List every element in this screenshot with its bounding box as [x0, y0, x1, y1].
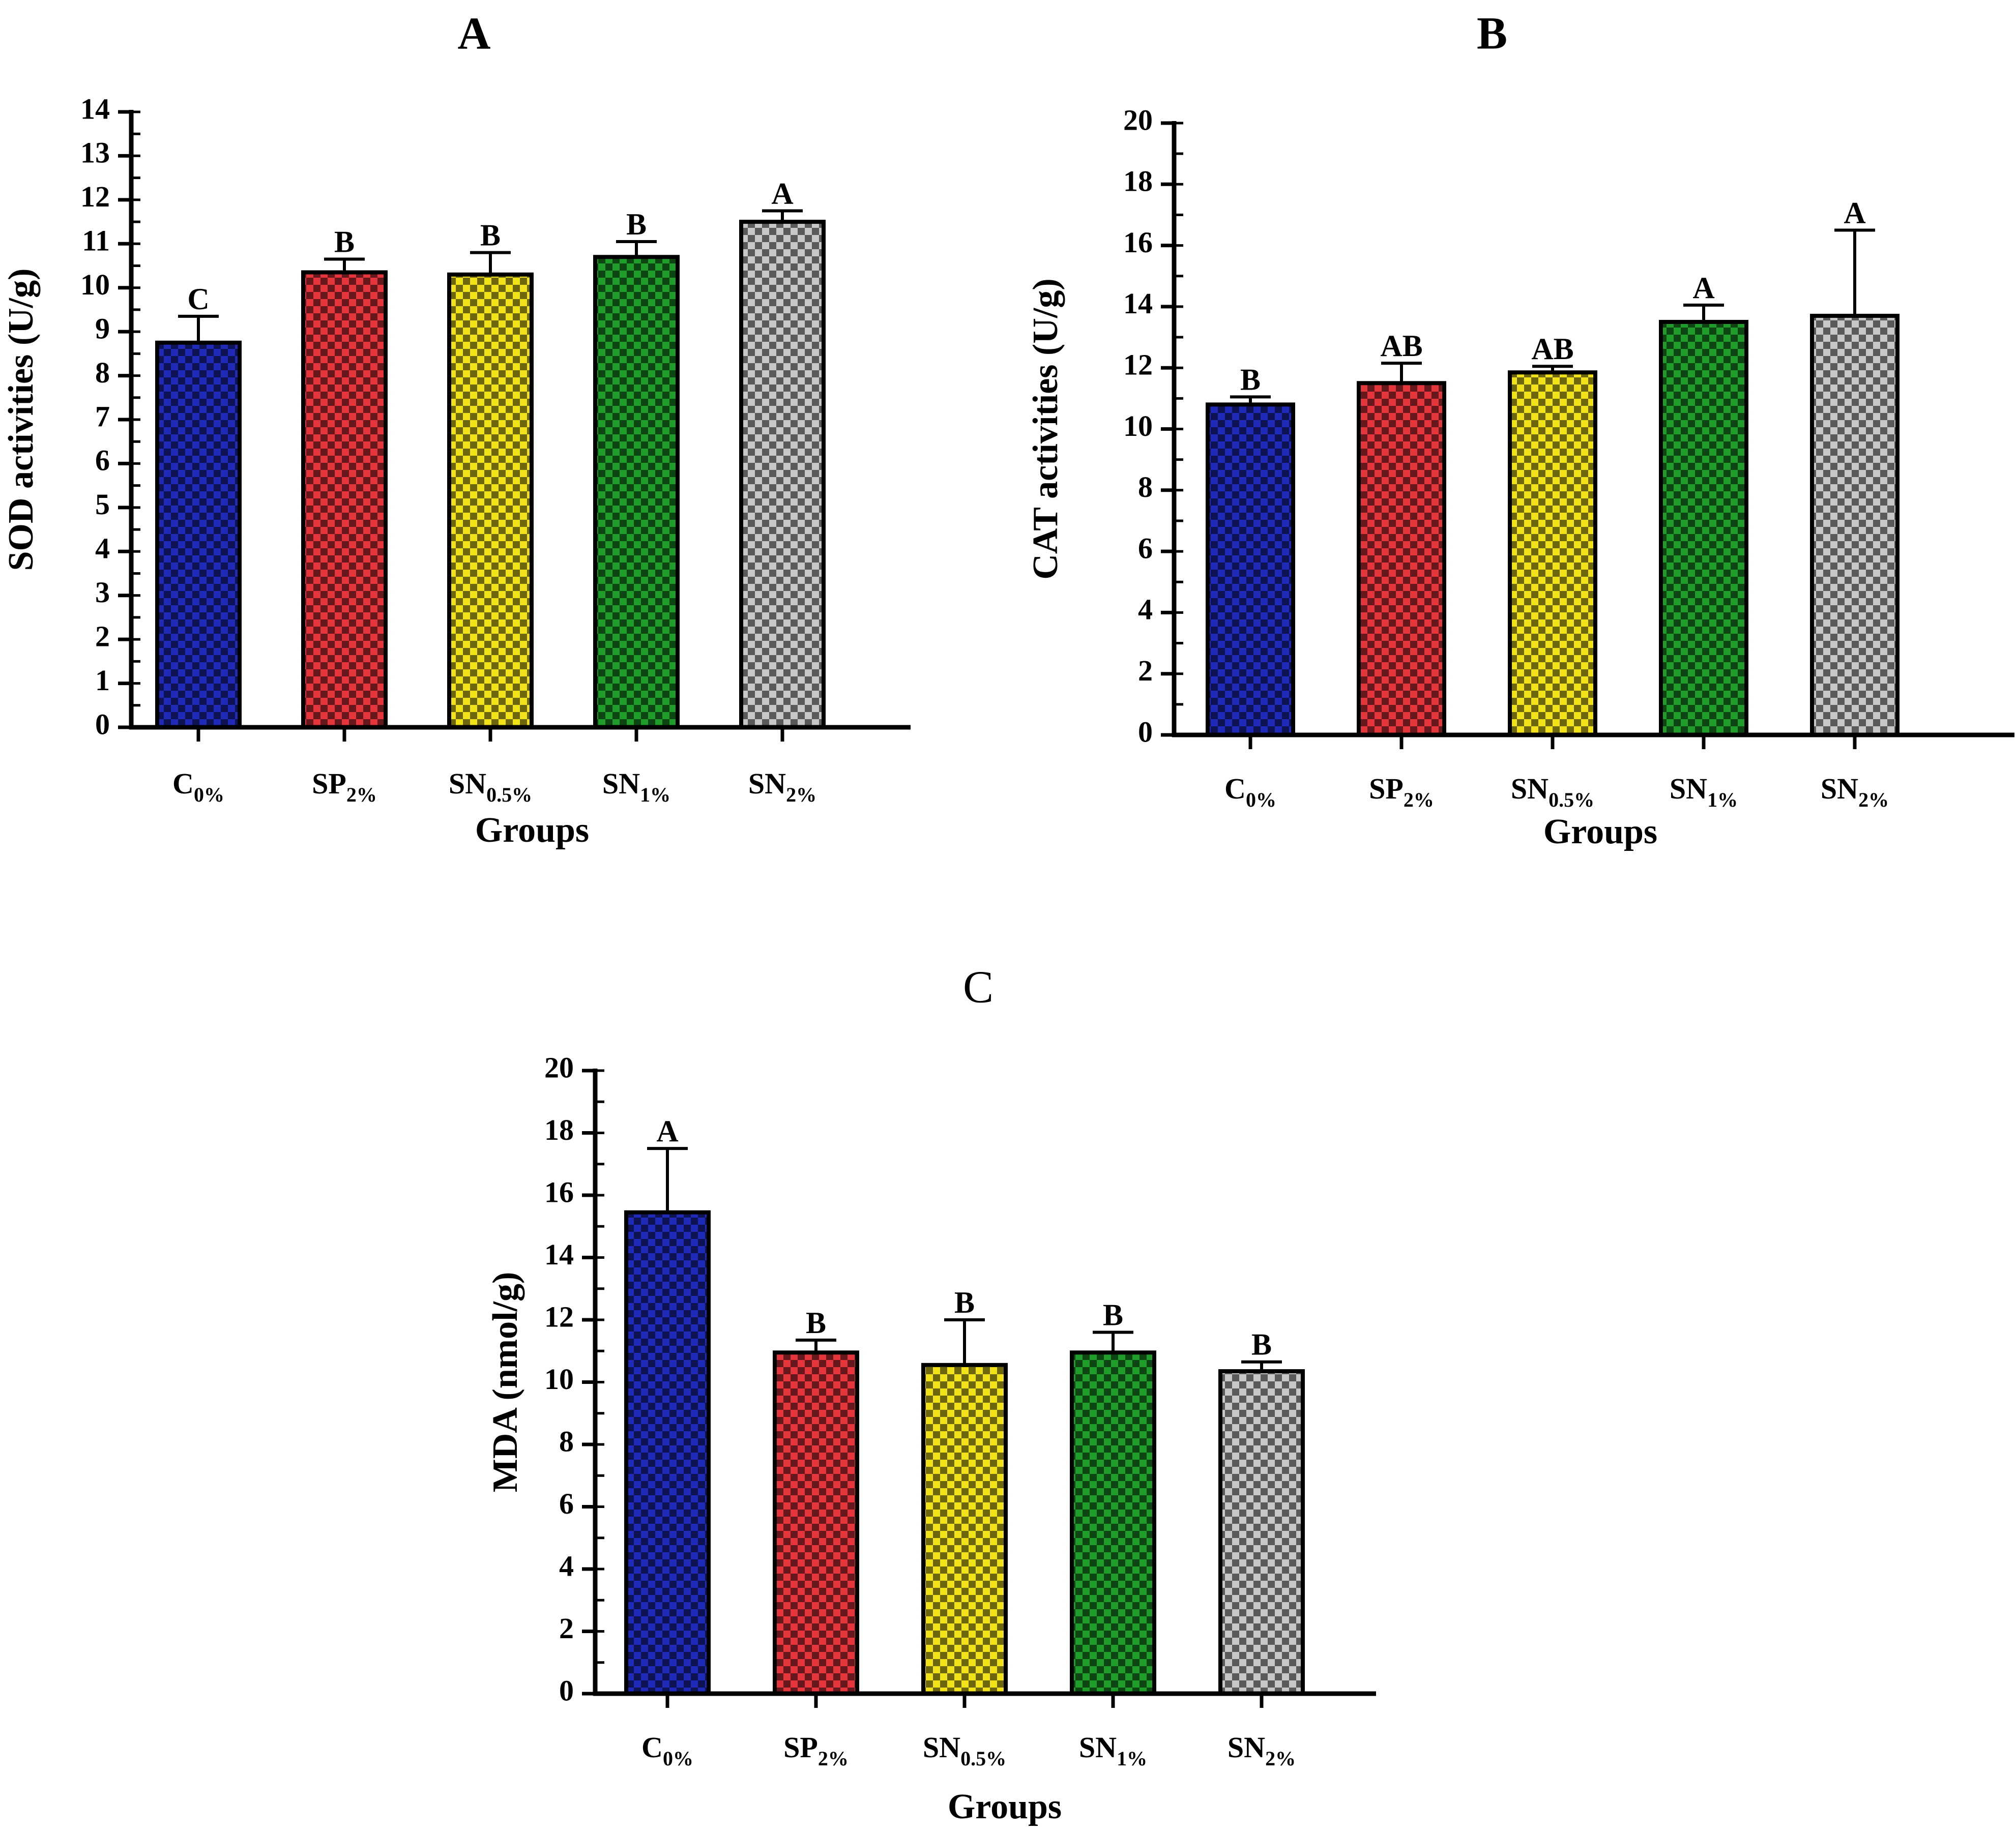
bar-c-0pct: [624, 1210, 711, 1696]
y-tick-label: 8: [1138, 470, 1153, 504]
bar-sn-1pct: [593, 255, 680, 729]
bar-sn-2pct: [1810, 313, 1900, 737]
y-tick-label: 0: [95, 707, 110, 741]
x-tick-label: SN1%: [602, 767, 670, 806]
x-tick-label: SN1%: [1079, 1731, 1147, 1770]
bar-c-0pct: [155, 340, 242, 729]
y-tick-label: 18: [1123, 165, 1153, 198]
panel-title-B: B: [1477, 9, 1507, 59]
y-tick-label: 20: [544, 1051, 574, 1084]
y-tick-label: 0: [1138, 715, 1153, 748]
y-tick-label: 10: [1123, 409, 1153, 442]
y-tick-label: 6: [95, 444, 110, 477]
y-tick-label: 5: [95, 488, 110, 521]
y-tick-label: 1: [95, 664, 110, 697]
y-tick-label: 4: [95, 532, 110, 565]
y-axis-title: SOD activities (U/g): [2, 269, 41, 571]
y-axis-title: CAT activities (U/g): [1026, 278, 1065, 579]
y-tick-label: 20: [1123, 103, 1153, 136]
significance-label: B: [626, 208, 647, 241]
significance-label: AB: [1380, 329, 1422, 363]
x-tick-label: SN0.5%: [1511, 772, 1594, 811]
y-tick-label: 4: [1138, 593, 1153, 626]
y-tick-label: 4: [559, 1549, 574, 1582]
x-tick-label: SN2%: [748, 767, 816, 806]
x-tick-label: SN2%: [1821, 772, 1889, 811]
bar-sp-2pct: [773, 1350, 859, 1696]
bar-sn-0-5pct: [1508, 370, 1597, 737]
x-tick-label: SP2%: [1369, 772, 1434, 811]
x-tick-label: SP2%: [312, 767, 377, 806]
chart-cat-activities: B B AB AB A A 0 2 4 6 8 10 12 14 16 18 20 C0% SP2% SN0.5% SN…: [1026, 9, 2014, 851]
y-tick-label: 8: [95, 356, 110, 389]
chart-mda: C A B B B B 0 2 4 6 8 10 12 14 16 18 20 C0% SP2% SN0.5% SN1%…: [486, 962, 1376, 1826]
y-tick-label: 2: [95, 619, 110, 653]
significance-label: B: [954, 1286, 975, 1319]
y-tick-label: 12: [1123, 348, 1153, 381]
bar-c-0pct: [1206, 402, 1295, 737]
y-tick-label: 10: [80, 268, 110, 301]
y-tick-label: 0: [559, 1674, 574, 1707]
bar-sn-2pct: [1218, 1369, 1305, 1696]
y-tick-label: 11: [82, 224, 110, 257]
panel-title-C: C: [963, 962, 994, 1013]
bar-sn-1pct: [1070, 1350, 1156, 1696]
x-tick-label: SP2%: [783, 1731, 849, 1770]
y-tick-label: 3: [95, 576, 110, 609]
significance-label: B: [806, 1306, 826, 1340]
significance-label: B: [1251, 1328, 1272, 1362]
y-tick-label: 14: [544, 1238, 574, 1271]
bar-sn-0-5pct: [921, 1363, 1008, 1696]
bar-sn-0-5pct: [447, 272, 534, 729]
bar-sp-2pct: [1357, 381, 1446, 737]
y-tick-label: 10: [544, 1363, 574, 1396]
y-tick-label: 18: [544, 1113, 574, 1146]
y-tick-label: 6: [559, 1487, 574, 1520]
x-tick-label: SN2%: [1228, 1731, 1296, 1770]
y-tick-label: 2: [559, 1612, 574, 1645]
bar-sn-1pct: [1659, 319, 1748, 737]
x-tick-label: SN0.5%: [923, 1731, 1006, 1770]
y-tick-label: 13: [80, 136, 110, 169]
y-tick-label: 7: [95, 400, 110, 433]
x-tick-label: SN0.5%: [449, 767, 532, 806]
y-tick-label: 12: [80, 180, 110, 213]
x-axis-title: Groups: [1543, 812, 1657, 851]
y-tick-label: 8: [559, 1425, 574, 1458]
x-axis-title: Groups: [948, 1787, 1062, 1826]
y-axis-title: MDA (nmol/g): [486, 1272, 525, 1493]
significance-label: A: [656, 1114, 678, 1148]
x-tick-label: C0%: [1224, 772, 1276, 811]
x-tick-label: C0%: [172, 767, 224, 806]
significance-label: A: [1692, 271, 1714, 305]
y-tick-label: 12: [544, 1300, 574, 1333]
x-tick-label: C0%: [641, 1731, 693, 1770]
y-tick-label: 16: [544, 1175, 574, 1208]
y-tick-label: 14: [1123, 287, 1153, 320]
significance-label: C: [187, 282, 209, 316]
significance-label: B: [480, 219, 501, 252]
significance-label: AB: [1531, 332, 1573, 366]
y-tick-label: 16: [1123, 226, 1153, 259]
x-tick-label: SN1%: [1670, 772, 1738, 811]
panel-title-A: A: [458, 9, 491, 59]
significance-label: B: [1103, 1298, 1123, 1332]
x-axis-title: Groups: [475, 811, 589, 850]
significance-label: B: [1240, 363, 1261, 396]
significance-label: B: [334, 225, 355, 259]
y-tick-label: 14: [80, 92, 110, 125]
y-tick-label: 9: [95, 312, 110, 345]
significance-label: A: [771, 176, 793, 210]
bar-sp-2pct: [301, 270, 388, 729]
y-tick-label: 2: [1138, 654, 1153, 687]
y-tick-label: 6: [1138, 531, 1153, 565]
significance-label: A: [1844, 196, 1865, 230]
bar-sn-2pct: [739, 220, 826, 730]
